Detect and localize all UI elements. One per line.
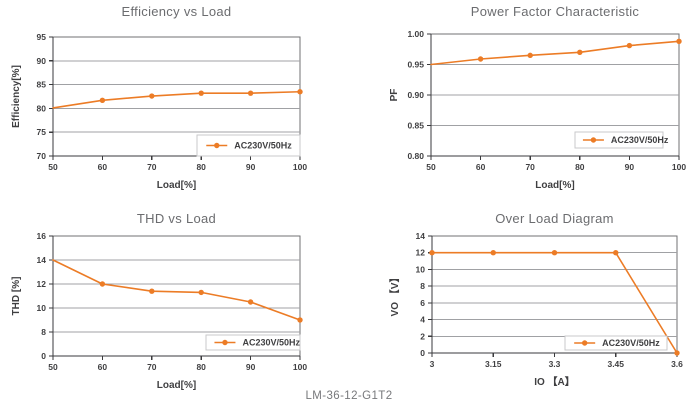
x-tick-label: 50 — [48, 362, 58, 372]
series-line — [52, 90, 301, 109]
model-number: LM-36-12-G1T2 — [305, 390, 393, 402]
y-tick-label: 0 — [41, 351, 46, 361]
x-tick-label: 90 — [246, 162, 256, 172]
y-tick-label: 85 — [37, 80, 47, 90]
y-tick-label: 95 — [37, 32, 47, 42]
x-tick-label: 70 — [525, 162, 535, 172]
chart-over-load-diagram: Over Load Diagram 0 2 4 6 8 10 12 14 3 3.15 3.3 3.4… — [349, 207, 698, 414]
y-tick-label: 16 — [37, 231, 47, 241]
chart-power-factor-characteristic: Power Factor Characteristic 0.80 0.85 0.90… — [349, 0, 698, 207]
y-tick-label: 0.90 — [407, 90, 424, 100]
series-markers — [99, 281, 303, 323]
y-tick-label: 75 — [37, 127, 47, 137]
x-axis-label: IO 【A】 — [534, 375, 575, 388]
y-axis-label: PF — [389, 89, 400, 102]
x-tick-label: 60 — [98, 362, 108, 372]
series-markers — [477, 38, 682, 62]
legend-label: AC230V/50Hz — [242, 338, 300, 348]
y-tick-label: 4 — [420, 315, 425, 325]
y-tick-label: 0.85 — [407, 121, 424, 131]
legend-label: AC230V/50Hz — [602, 338, 660, 348]
tick-marks-and-labels: 0.80 0.85 0.90 0.95 1.00 50 60 70 80 90 100 — [407, 29, 686, 172]
thd-vs-load-plot: 0 8 10 12 14 16 50 60 70 80 90 100 Load[%] THD [%] AC2… — [11, 231, 308, 391]
axes — [52, 236, 300, 357]
legend-marker-icon — [581, 340, 588, 346]
y-tick-label: 12 — [37, 279, 47, 289]
y-axis-label: THD [%] — [11, 277, 22, 316]
y-tick-label: 14 — [37, 255, 47, 265]
legend-label: AC230V/50Hz — [234, 141, 292, 151]
x-tick-label: 100 — [293, 162, 307, 172]
chart-title: Efficiency vs Load — [121, 4, 232, 19]
y-tick-label: 8 — [420, 281, 425, 291]
legend-marker-icon — [590, 137, 597, 143]
series-markers — [429, 250, 680, 356]
legend: AC230V/50Hz — [196, 134, 301, 157]
legend: AC230V/50Hz — [564, 335, 668, 351]
chart-thd-vs-load: THD vs Load 0 8 10 12 14 16 50 60 70 80 90 100 Load[… — [0, 207, 349, 414]
gridlines — [53, 60, 300, 133]
x-tick-label: 50 — [426, 162, 436, 172]
x-tick-label: 70 — [147, 362, 157, 372]
x-tick-label: 3.3 — [549, 359, 561, 369]
chart-title: THD vs Load — [136, 211, 217, 226]
over-load-plot: 0 2 4 6 8 10 12 14 3 3.15 3.3 3.45 3.6 IO 【A】 VO 【V】 AC… — [388, 231, 684, 388]
y-tick-label: 0.80 — [407, 151, 424, 161]
legend: AC230V/50Hz — [574, 131, 669, 149]
gridlines — [431, 64, 679, 126]
efficiency-vs-load-plot: 70 75 80 85 90 95 50 60 70 80 90 100 Load[%] Efficien… — [11, 32, 308, 191]
y-tick-label: 0.95 — [407, 60, 424, 70]
tick-marks-and-labels: 70 75 80 85 90 95 50 60 70 80 90 100 — [37, 32, 308, 172]
gridlines — [53, 259, 300, 333]
x-tick-label: 70 — [147, 162, 157, 172]
series-line — [52, 259, 301, 321]
chart-title: Power Factor Characteristic — [470, 4, 640, 19]
legend-marker-icon — [214, 142, 220, 149]
chart-title: Over Load Diagram — [495, 211, 614, 226]
x-tick-label: 80 — [196, 362, 206, 372]
y-tick-label: 1.00 — [407, 29, 424, 39]
x-axis-label: Load[%] — [157, 380, 196, 391]
legend-marker-icon — [222, 339, 228, 346]
x-tick-label: 3 — [430, 359, 435, 369]
tick-marks-and-labels: 0 8 10 12 14 16 50 60 70 80 90 100 — [37, 231, 308, 372]
x-tick-label: 50 — [48, 162, 58, 172]
x-tick-label: 80 — [196, 162, 206, 172]
y-axis-label: VO 【V】 — [388, 273, 401, 317]
series-line — [430, 40, 680, 66]
x-tick-label: 3.6 — [671, 359, 683, 369]
x-tick-label: 80 — [575, 162, 585, 172]
x-tick-label: 100 — [293, 362, 307, 372]
gridlines — [432, 252, 677, 337]
x-tick-label: 3.45 — [607, 359, 624, 369]
y-axis-label: Efficiency[%] — [11, 65, 22, 128]
y-tick-label: 12 — [416, 248, 426, 258]
power-factor-plot: 0.80 0.85 0.90 0.95 1.00 50 60 70 80 90 100 Load[%]… — [389, 29, 686, 191]
x-tick-label: 90 — [625, 162, 635, 172]
y-tick-label: 10 — [416, 264, 426, 274]
y-tick-label: 14 — [416, 231, 426, 241]
y-tick-label: 80 — [37, 103, 47, 113]
x-tick-label: 60 — [476, 162, 486, 172]
y-tick-label: 90 — [37, 56, 47, 66]
y-tick-label: 8 — [41, 327, 46, 337]
x-tick-label: 90 — [246, 362, 256, 372]
x-tick-label: 3.15 — [485, 359, 502, 369]
x-tick-label: 100 — [672, 162, 686, 172]
tick-marks-and-labels: 0 2 4 6 8 10 12 14 3 3.15 3.3 3.45 3.6 — [416, 231, 684, 369]
y-tick-label: 6 — [420, 298, 425, 308]
y-tick-label: 10 — [37, 303, 47, 313]
y-tick-label: 70 — [37, 151, 47, 161]
legend: AC230V/50Hz — [205, 334, 301, 351]
x-axis-label: Load[%] — [157, 180, 196, 191]
y-tick-label: 2 — [420, 331, 425, 341]
x-tick-label: 60 — [98, 162, 108, 172]
x-axis-label: Load[%] — [535, 180, 574, 191]
legend-label: AC230V/50Hz — [611, 135, 669, 145]
chart-efficiency-vs-load: Efficiency vs Load 70 75 80 85 90 95 50 60 70 80 9… — [0, 0, 349, 207]
series-markers — [99, 89, 303, 104]
y-tick-label: 0 — [420, 348, 425, 358]
